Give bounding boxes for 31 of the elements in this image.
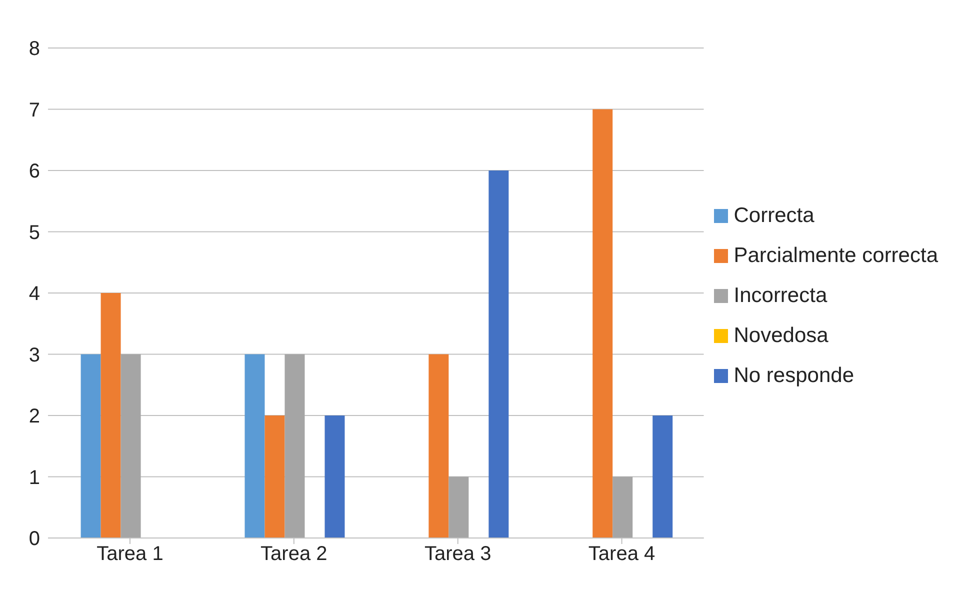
bar bbox=[448, 476, 469, 538]
bar bbox=[612, 476, 633, 538]
y-tick-label: 7 bbox=[28, 99, 40, 122]
bar bbox=[428, 354, 449, 538]
bar bbox=[264, 416, 285, 538]
bar bbox=[80, 354, 101, 538]
y-tick-label: 8 bbox=[28, 38, 40, 60]
x-tick-label: Tarea 4 bbox=[588, 543, 656, 566]
bar bbox=[100, 293, 121, 538]
bar bbox=[652, 416, 673, 538]
x-tick-label: Tarea 2 bbox=[260, 543, 328, 566]
y-tick-label: 0 bbox=[28, 528, 40, 550]
y-tick-label: 6 bbox=[28, 160, 40, 183]
bar bbox=[244, 354, 265, 538]
x-tick-label: Tarea 1 bbox=[96, 543, 164, 566]
legend-label: Correcta bbox=[734, 202, 814, 228]
legend-label: No responde bbox=[734, 362, 854, 388]
y-tick-label: 2 bbox=[28, 406, 40, 428]
bar bbox=[488, 170, 509, 538]
bar bbox=[120, 354, 141, 538]
y-tick-label: 4 bbox=[28, 283, 40, 306]
bar bbox=[592, 109, 613, 538]
legend-label: Incorrecta bbox=[734, 282, 828, 308]
bar bbox=[324, 416, 345, 538]
legend-label: Novedosa bbox=[734, 322, 828, 348]
y-tick-label: 5 bbox=[28, 222, 40, 244]
y-tick-label: 3 bbox=[28, 344, 40, 366]
x-tick-label: Tarea 3 bbox=[424, 543, 492, 566]
bar bbox=[284, 354, 305, 538]
legend-label: Parcialmente correcta bbox=[734, 242, 938, 268]
y-tick-label: 1 bbox=[28, 466, 40, 489]
